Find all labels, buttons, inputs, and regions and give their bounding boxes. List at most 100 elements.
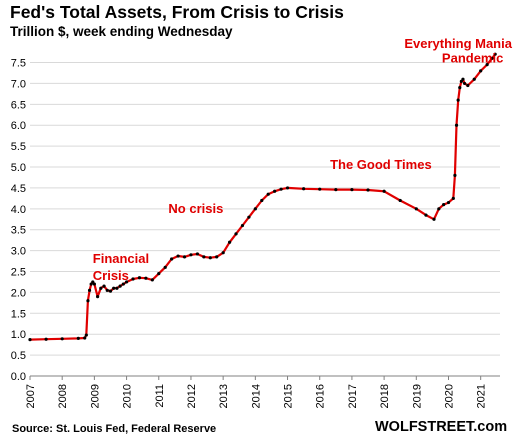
data-point [273, 189, 277, 193]
data-point [60, 337, 64, 341]
x-tick-label: 2013 [218, 384, 230, 408]
data-point [208, 256, 212, 260]
data-point [118, 284, 122, 288]
x-tick-label: 2021 [476, 384, 488, 408]
data-point [382, 189, 386, 193]
data-point [131, 277, 135, 281]
data-point [189, 253, 193, 257]
y-tick-label: 5.0 [11, 162, 26, 174]
data-point [92, 282, 96, 286]
y-tick-label: 6.5 [11, 99, 26, 111]
data-point [105, 288, 109, 292]
data-point [279, 187, 283, 191]
data-point [472, 77, 476, 81]
data-points [28, 52, 497, 342]
y-tick-label: 2.5 [11, 267, 26, 279]
data-point [76, 336, 80, 340]
data-point [227, 240, 232, 244]
source-note: Source: St. Louis Fed, Federal Reserve [12, 423, 217, 435]
data-point [108, 289, 113, 293]
data-point [451, 196, 455, 200]
data-point [112, 286, 116, 290]
data-point [86, 299, 90, 303]
data-point [234, 232, 238, 236]
chart-title: Fed's Total Assets, From Crisis to Crisi… [10, 2, 344, 22]
axes: 0.0 0.5 1.0 1.5 2.0 2.5 3.0 3.5 4.0 4.5 5.0 5.5 6.0 6… [11, 58, 500, 408]
data-point [99, 286, 103, 290]
x-tick-label: 2010 [122, 384, 134, 408]
data-point [115, 286, 119, 290]
data-point [170, 257, 174, 261]
data-point [176, 254, 180, 258]
y-tick-label: 2.0 [11, 287, 26, 299]
data-point [398, 198, 402, 203]
data-point [318, 187, 322, 191]
annotation-label: Everything Mania [404, 36, 512, 51]
x-tick-label: 2011 [154, 384, 166, 408]
data-point [150, 278, 154, 282]
x-tick-label: 2017 [347, 384, 359, 408]
annotation-label: No crisis [168, 201, 223, 216]
data-point [453, 173, 457, 177]
x-tick-label: 2019 [411, 384, 423, 408]
data-point [121, 282, 125, 286]
annotation-label: Pandemic [442, 51, 503, 66]
data-point [414, 207, 418, 211]
y-tick-label: 3.0 [11, 246, 26, 258]
data-point [454, 123, 459, 127]
chart-subtitle: Trillion $, week ending Wednesday [10, 24, 233, 39]
y-tick-label: 7.5 [11, 58, 26, 70]
x-tick-label: 2009 [89, 384, 101, 408]
series-lines [29, 53, 497, 341]
data-point [350, 187, 354, 192]
x-tick-label: 2012 [186, 384, 198, 408]
data-point [461, 77, 465, 81]
x-tick-label: 2007 [25, 384, 37, 408]
data-point [84, 333, 88, 337]
data-point [182, 255, 187, 259]
data-point [163, 265, 167, 269]
data-point [266, 192, 270, 196]
x-tick-label: 2014 [250, 384, 262, 408]
data-point [302, 187, 306, 191]
x-tick-label: 2008 [57, 384, 69, 408]
data-point [458, 86, 462, 90]
data-point [137, 276, 142, 280]
data-point [144, 276, 148, 280]
data-point [334, 187, 338, 192]
x-tick-label: 2015 [283, 384, 295, 408]
data-point [247, 215, 251, 219]
data-point [485, 63, 489, 67]
data-point [260, 198, 264, 203]
data-point [490, 56, 494, 60]
y-tick-label: 5.5 [11, 141, 26, 153]
data-point [240, 223, 245, 228]
annotation-label: Financial [93, 251, 149, 266]
data-point [446, 200, 451, 205]
data-point [195, 252, 199, 256]
data-point [102, 284, 106, 288]
y-tick-label: 0.0 [11, 371, 26, 383]
y-tick-label: 0.5 [11, 350, 26, 362]
data-point [87, 288, 92, 292]
y-tick-label: 3.5 [11, 225, 26, 237]
data-point [285, 186, 290, 190]
data-point [366, 188, 370, 192]
data-point [437, 207, 441, 211]
data-point [83, 336, 87, 340]
y-tick-label: 1.0 [11, 329, 26, 341]
data-point [432, 217, 436, 221]
y-tick-label: 6.0 [11, 120, 26, 132]
y-tick-label: 4.5 [11, 183, 26, 195]
annotation-label: The Good Times [330, 157, 432, 172]
data-point [202, 255, 206, 259]
data-point [479, 69, 483, 73]
series-line-highlight [29, 53, 497, 341]
data-point [462, 81, 467, 86]
data-point [424, 213, 428, 217]
x-tick-label: 2018 [379, 384, 391, 408]
annotation-label: Crisis [93, 268, 129, 283]
x-tick-label: 2020 [443, 384, 455, 408]
data-point [221, 251, 225, 255]
data-point [124, 280, 129, 284]
